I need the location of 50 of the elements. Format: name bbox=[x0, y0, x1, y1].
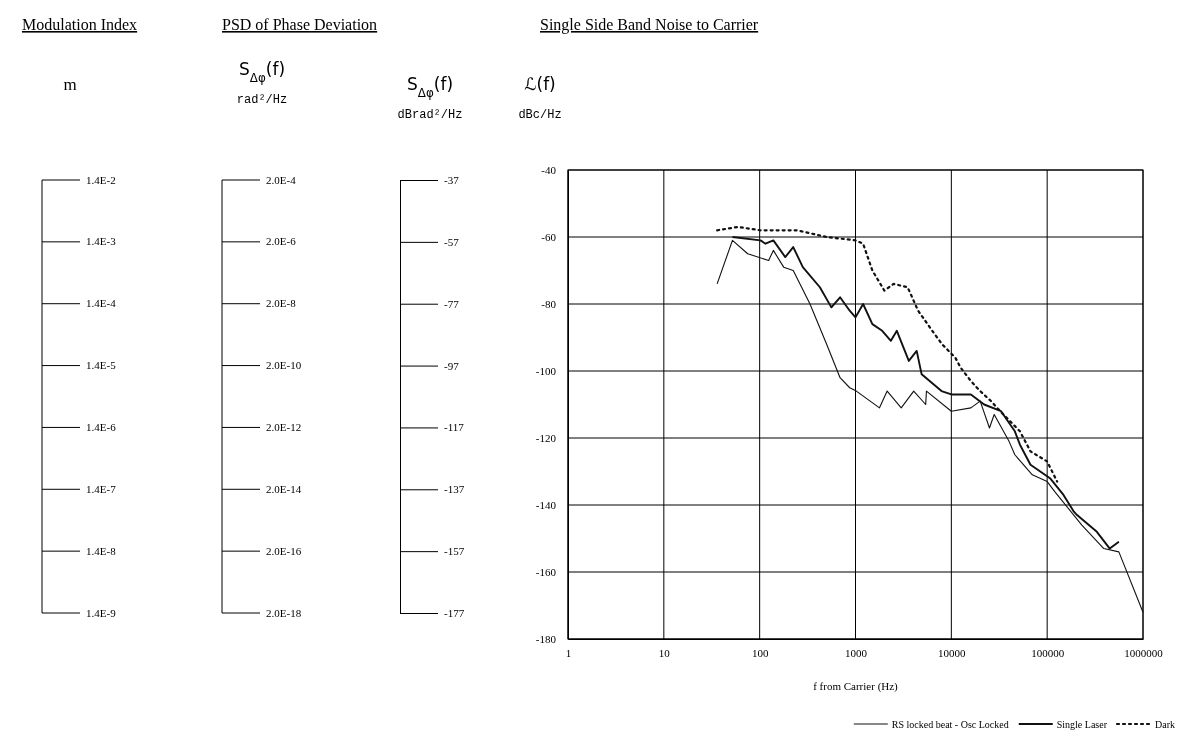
text: 2.0E-4 bbox=[266, 173, 297, 186]
x-tick-label: 100000 bbox=[1031, 646, 1065, 659]
text: 1.4E-3 bbox=[86, 235, 117, 248]
y2-tick-label: -177 bbox=[444, 607, 465, 620]
x-tick-label: 1 bbox=[565, 646, 572, 659]
text: 2.0E-6 bbox=[266, 235, 297, 248]
y-tick-label: -160 bbox=[535, 566, 557, 579]
text: 1.4E-5 bbox=[86, 359, 117, 372]
text: S$_{Δφ}$(f) rad²/Hz bbox=[236, 59, 288, 107]
text: PSD of Phase Deviation bbox=[222, 16, 378, 33]
y-tick-label: -120 bbox=[535, 432, 557, 445]
text: 1.4E-8 bbox=[86, 544, 117, 557]
text: 1.4E-2 bbox=[86, 173, 116, 186]
y-tick-label: -140 bbox=[535, 499, 557, 512]
y-axis-title: ℒ(f) dBc/Hz bbox=[518, 74, 562, 122]
y2-tick-label: -57 bbox=[444, 235, 460, 248]
text: m bbox=[63, 75, 77, 94]
text: Modulation Index bbox=[22, 16, 138, 33]
x-axis-title: f from Carrier (Hz) bbox=[813, 680, 899, 693]
y-tick-label: -40 bbox=[541, 164, 557, 177]
text: 2.0E-16 bbox=[266, 544, 302, 557]
text: 2.0E-8 bbox=[266, 297, 297, 310]
y-tick-label: -100 bbox=[535, 365, 557, 378]
y2-tick-label: -157 bbox=[444, 545, 465, 558]
x-tick-label: 10000 bbox=[938, 646, 967, 659]
text: 2.0E-10 bbox=[266, 359, 302, 372]
y2-tick-label: -37 bbox=[444, 174, 460, 187]
y-tick-label: -180 bbox=[535, 633, 557, 646]
legend-label: Dark bbox=[1155, 719, 1175, 730]
text: 2.0E-14 bbox=[266, 482, 302, 495]
x-tick-label: 100 bbox=[751, 646, 769, 659]
text: 1.4E-9 bbox=[86, 606, 117, 619]
x-tick-label: 1000000 bbox=[1124, 646, 1164, 659]
legend-label: Single Laser bbox=[1056, 719, 1108, 730]
text: 1.4E-7 bbox=[86, 482, 117, 495]
legend-label: RS locked beat - Osc Locked bbox=[891, 719, 1009, 730]
chart-title: Single Side Band Noise to Carrier bbox=[540, 16, 759, 34]
y-tick-label: -80 bbox=[541, 298, 557, 311]
y2-tick-label: -77 bbox=[444, 297, 460, 310]
y2-axis-title: S$_{Δφ}$(f) dBrad²/Hz bbox=[397, 74, 463, 122]
x-tick-label: 10 bbox=[658, 646, 671, 659]
text: 2.0E-12 bbox=[266, 420, 302, 433]
y-tick-label: -60 bbox=[541, 231, 557, 244]
y2-tick-label: -97 bbox=[444, 359, 460, 372]
text: 1.4E-6 bbox=[86, 420, 117, 433]
text: 1.4E-4 bbox=[86, 297, 117, 310]
y2-tick-label: -117 bbox=[444, 421, 465, 434]
x-tick-label: 1000 bbox=[845, 646, 868, 659]
text: 2.0E-18 bbox=[266, 606, 302, 619]
y2-tick-label: -137 bbox=[444, 483, 465, 496]
